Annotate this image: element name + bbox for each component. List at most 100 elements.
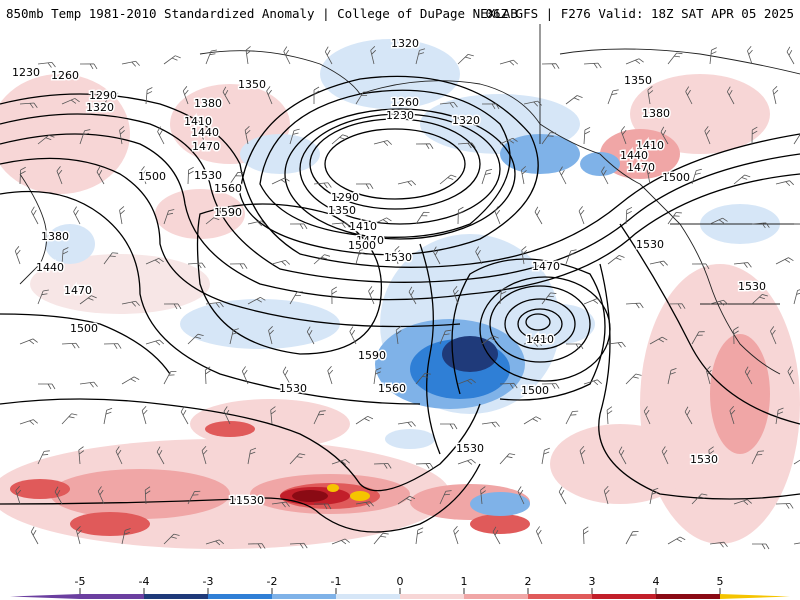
wind-barb — [355, 91, 370, 105]
colorbar: -5 -4 -3 -2 -1 0 1 2 3 4 5 — [10, 575, 790, 599]
wind-barb — [56, 166, 63, 185]
wind-barb — [415, 48, 426, 65]
wind-barb — [187, 166, 194, 185]
wind-barb — [480, 486, 486, 505]
wind-barb — [395, 326, 402, 345]
wind-barb — [775, 407, 784, 425]
wind-barb — [691, 168, 702, 185]
wind-barb — [397, 180, 416, 187]
wind-barb — [523, 416, 542, 425]
contour-label: 1500 — [70, 322, 98, 335]
wind-barb — [205, 302, 224, 308]
wind-barb — [96, 166, 105, 185]
wind-barb — [268, 326, 274, 345]
contour-line — [489, 285, 591, 363]
wind-barb — [481, 168, 493, 185]
contour-label: 1320 — [86, 101, 114, 114]
contour-label: 1380 — [642, 107, 670, 120]
wind-barb — [625, 302, 644, 309]
wind-barb — [606, 406, 613, 425]
wind-barb — [289, 542, 308, 549]
wind-barb — [415, 372, 431, 385]
wind-barb — [433, 246, 441, 265]
contour-label: 1290 — [331, 191, 359, 204]
wind-barb — [97, 486, 105, 505]
wind-barb — [205, 214, 223, 225]
wind-barb — [397, 421, 416, 428]
contour-label: 1470 — [627, 161, 655, 174]
contour-label: 1440 — [36, 261, 64, 274]
contour-line — [0, 190, 421, 405]
wind-barb — [583, 62, 602, 69]
wind-barb — [247, 447, 257, 465]
colorbar-tick-label: 1 — [461, 575, 468, 588]
wind-barb — [157, 126, 165, 145]
wind-barb — [625, 206, 633, 225]
wind-barb — [103, 92, 119, 105]
wind-barbs — [14, 46, 800, 550]
anomaly-negative-area — [45, 224, 95, 264]
colorbar-tick-label: -5 — [75, 575, 86, 588]
wind-barb — [578, 206, 585, 225]
wind-barb — [37, 134, 55, 145]
wind-barb — [37, 289, 49, 305]
wind-barb — [313, 254, 331, 265]
contour-line — [196, 203, 382, 355]
wind-barb — [457, 206, 464, 225]
anomaly-positive-area — [292, 490, 328, 502]
wind-barb — [271, 177, 290, 185]
wind-barb — [37, 450, 50, 465]
anomaly-positive-area — [470, 514, 530, 534]
wind-barb — [282, 366, 291, 385]
wind-barb — [523, 341, 542, 347]
wind-barb — [247, 543, 266, 549]
anomaly-negative-area — [580, 152, 620, 176]
wind-barb — [772, 86, 779, 105]
wind-barb — [119, 206, 125, 225]
wind-barb — [457, 378, 476, 385]
wind-barb — [705, 366, 712, 385]
wind-barb — [457, 459, 476, 465]
wind-barb — [229, 171, 244, 185]
wind-barb — [331, 134, 349, 145]
wind-barb — [313, 503, 332, 510]
contour-label: 1530 — [456, 442, 484, 455]
wind-barb — [709, 47, 717, 65]
colorbar-tick-label: 2 — [525, 575, 532, 588]
wind-barb — [331, 538, 350, 545]
coastline — [359, 80, 641, 185]
wind-barb — [313, 86, 320, 105]
anomaly-positive-area — [600, 129, 680, 179]
wind-barb — [535, 526, 543, 545]
wind-barb — [229, 263, 248, 270]
anomaly-negative-area — [500, 134, 580, 174]
wind-barb — [270, 406, 276, 425]
contour-line — [0, 463, 481, 533]
colorbar-tick-label: -2 — [267, 575, 278, 588]
wind-barb — [733, 174, 751, 185]
contour-label: 1350 — [238, 78, 266, 91]
coastline — [19, 173, 48, 285]
wind-barb — [205, 49, 217, 65]
wind-barb — [793, 131, 800, 145]
contour-label: 1410 — [636, 139, 664, 152]
contour-label: 1530 — [738, 280, 766, 293]
wind-barb — [667, 212, 682, 225]
wind-barb — [14, 246, 21, 265]
wind-barb — [667, 303, 686, 309]
wind-barb — [481, 421, 500, 428]
wind-barb — [583, 526, 589, 545]
wind-barb — [751, 126, 758, 145]
anomaly-extreme-area — [350, 491, 370, 501]
wind-barb — [685, 86, 693, 105]
map-title: 850mb Temp 1981-2010 Standardized Anomal… — [6, 6, 518, 21]
anomaly-positive-area — [30, 254, 210, 314]
wind-barb — [247, 220, 266, 227]
contour-line — [284, 108, 516, 240]
anomaly-positive-area — [205, 421, 255, 437]
wind-barb — [103, 343, 122, 349]
contour-label: 1410 — [526, 333, 554, 346]
wind-barb — [439, 490, 452, 505]
colorbar-ticks: -5 -4 -3 -2 -1 0 1 2 3 4 5 — [75, 575, 724, 594]
wind-barb — [180, 406, 189, 425]
